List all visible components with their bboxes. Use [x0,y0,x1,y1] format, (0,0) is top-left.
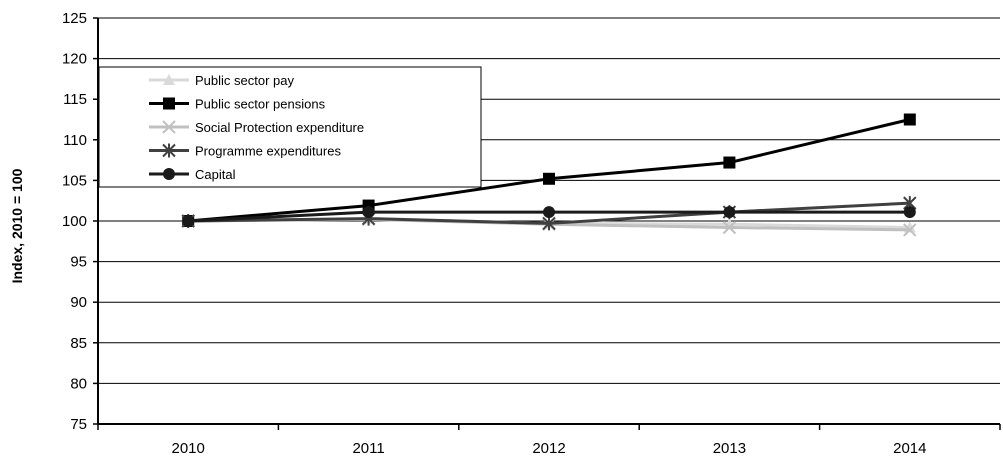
legend-item: Capital [149,167,236,182]
series-group [181,113,917,237]
x-tick-label-2013: 2013 [713,440,746,456]
data-point [182,215,195,227]
legend-item: Social Protection expenditure [149,120,364,135]
y-axis-ticks: 75 80 85 90 95 100 105 110 115 120 125 [62,10,98,433]
y-tick-label: 120 [62,51,87,68]
legend-swatch-marker [163,168,175,180]
legend-item: Programme expenditures [149,143,341,159]
legend-item: Public sector pay [149,73,294,88]
legend-label: Capital [195,167,236,182]
data-point [543,172,555,185]
legend-swatch-marker [163,74,175,85]
legend-label: Social Protection expenditure [195,120,364,135]
x-axis-ticks: 2010 2011 2012 2013 2014 [97,424,1001,456]
data-point [903,113,916,126]
y-tick-label: 85 [70,335,87,352]
data-point [903,223,917,237]
x-tick-label-2010: 2010 [172,440,205,456]
y-tick-label: 105 [62,172,87,189]
legend-label: Public sector pensions [195,97,326,112]
data-point [723,156,736,169]
legend-item: Public sector pensions [149,97,326,112]
legend-label: Public sector pay [195,73,294,88]
legend-label: Programme expenditures [195,144,341,159]
y-tick-label: 80 [70,375,87,392]
y-tick-label: 75 [70,416,87,433]
y-tick-label: 100 [62,213,87,230]
y-tick-label: 110 [63,132,87,149]
x-tick-label-2014: 2014 [893,440,926,456]
data-point [723,206,736,219]
data-point [543,206,555,219]
y-tick-label: 115 [63,91,87,108]
data-point [362,206,375,219]
data-point [542,216,556,231]
y-tick-label: 95 [70,254,87,271]
legend: Public sector pay Public sector pensions S… [98,66,482,188]
legend-swatch-marker [163,97,175,110]
legend-swatch-marker [162,120,176,134]
y-tick-label: 90 [70,294,87,311]
data-point [903,206,916,219]
series-4 [182,206,916,227]
y-tick-label: 125 [62,10,87,27]
x-tick-label-2012: 2012 [532,440,565,456]
legend-swatch-marker [162,143,176,158]
y-axis-label: Index, 2010 = 100 [9,168,25,283]
data-point [722,220,737,235]
x-tick-label-2011: 2011 [352,440,384,456]
